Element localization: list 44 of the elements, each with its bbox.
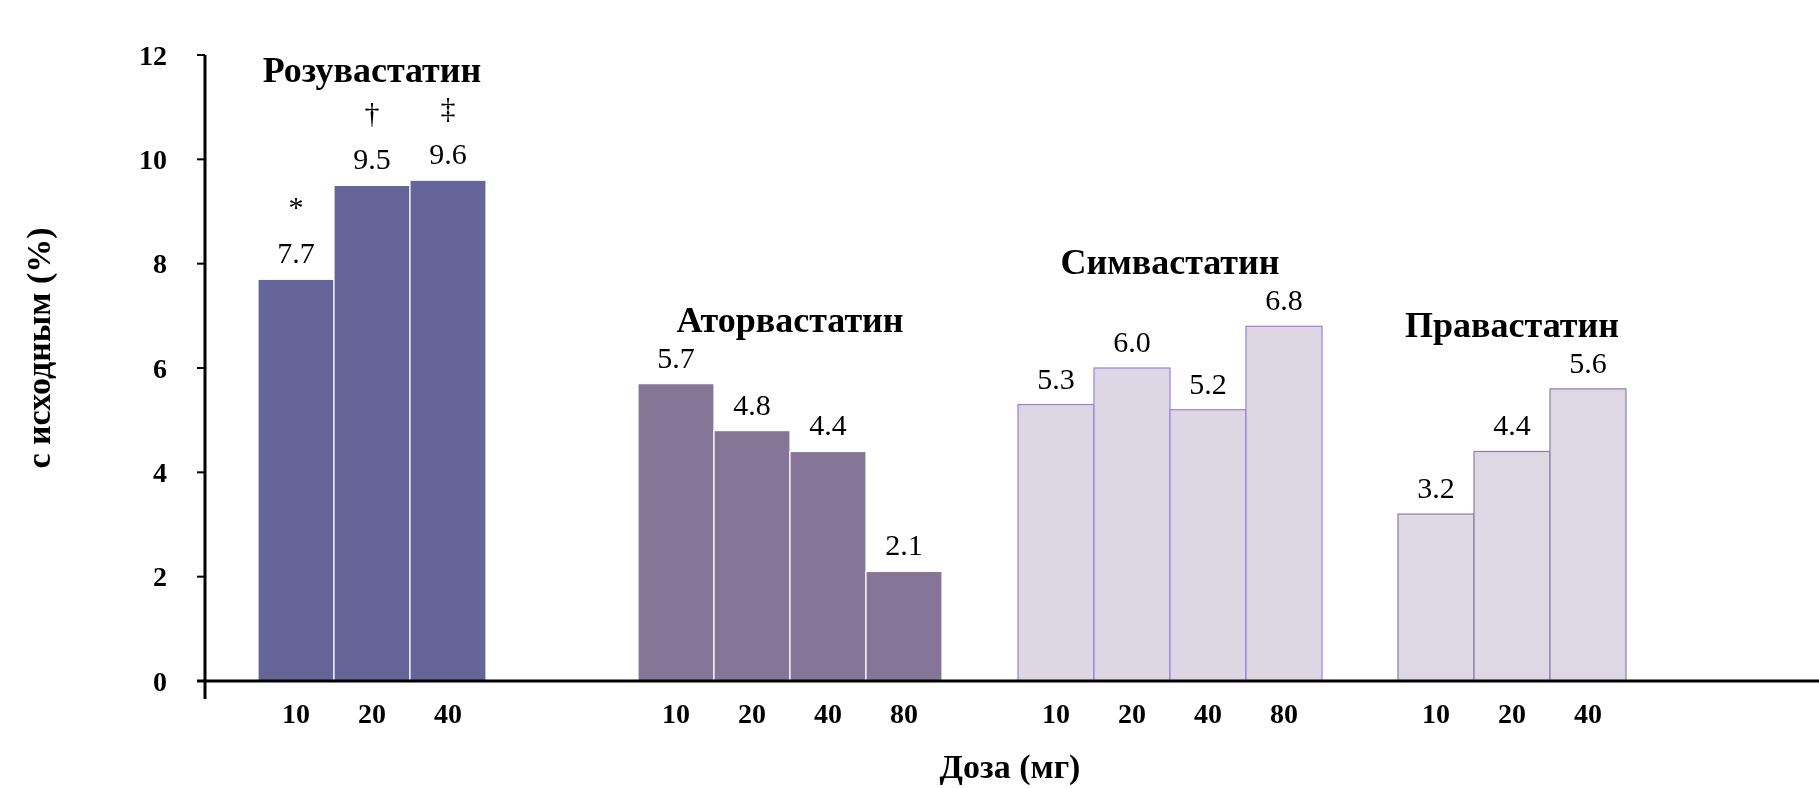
data-label: 5.2	[1189, 366, 1227, 400]
data-label: 3.2	[1417, 471, 1455, 505]
data-label: 5.6	[1569, 345, 1607, 379]
series-label: Аторвастатин	[676, 299, 904, 340]
data-label: 5.3	[1037, 361, 1075, 395]
y-tick-label: 0	[153, 665, 167, 697]
data-label: 6.8	[1265, 283, 1303, 317]
data-label: 9.6	[429, 137, 467, 171]
x-tick-label: 10	[1422, 698, 1450, 729]
data-label: 7.7	[277, 236, 315, 270]
x-tick-label: 10	[1042, 698, 1070, 729]
x-tick-label: 40	[1194, 698, 1222, 729]
y-tick-label: 2	[153, 561, 167, 593]
data-label: 6.0	[1113, 325, 1151, 358]
y-tick-label: 6	[153, 352, 167, 384]
x-tick-label: 40	[814, 698, 842, 729]
y-tick-label: 10	[139, 144, 167, 176]
series-label: Симвастатин	[1060, 242, 1280, 283]
annotation: *	[288, 190, 304, 224]
data-label: 5.7	[657, 340, 695, 374]
y-tick-label: 8	[153, 248, 167, 280]
x-tick-label: 10	[282, 698, 310, 729]
x-tick-label: 80	[890, 698, 918, 729]
series-label: Правастатин	[1405, 304, 1619, 345]
data-label: 2.1	[885, 528, 923, 562]
x-tick-label: 20	[358, 698, 386, 729]
data-label: 4.8	[733, 387, 771, 421]
y-axis-title: с исходным (%)	[20, 227, 58, 469]
x-tick-label: 20	[1118, 698, 1146, 729]
x-tick-label: 20	[1498, 698, 1526, 729]
y-tick-label: 4	[153, 457, 167, 489]
data-label: 4.4	[809, 408, 847, 442]
annotation: ‡	[440, 91, 456, 125]
x-tick-label: 40	[1574, 698, 1602, 729]
x-tick-label: 40	[434, 698, 462, 729]
x-tick-label: 20	[738, 698, 766, 729]
x-axis-title: Доза (мг)	[939, 748, 1081, 786]
y-tick-label: 12	[139, 39, 167, 71]
x-tick-label: 80	[1270, 698, 1298, 729]
data-label: 9.5	[353, 142, 391, 176]
x-tick-label: 10	[662, 698, 690, 729]
data-label: 4.4	[1493, 408, 1531, 442]
annotation: †	[364, 96, 380, 130]
text: Розувастатин	[262, 50, 482, 91]
